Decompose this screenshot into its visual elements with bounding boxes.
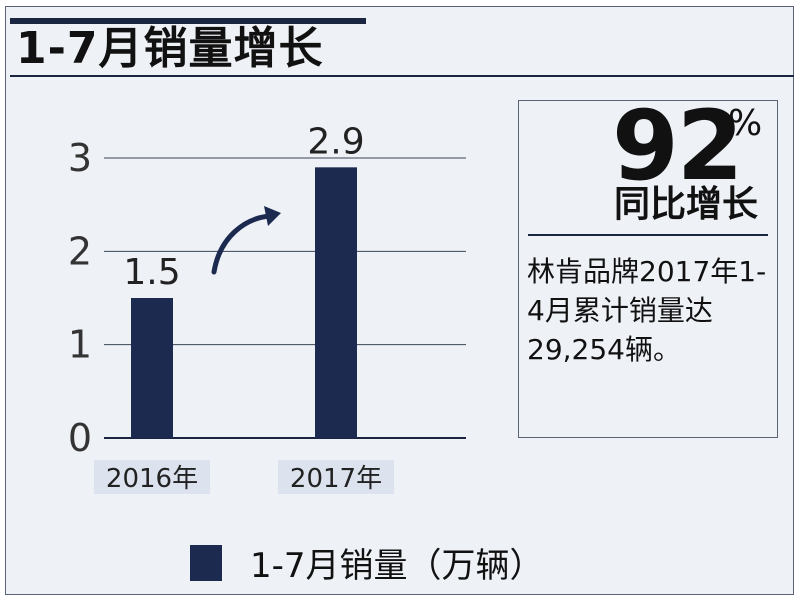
- bar: [131, 298, 173, 438]
- stat-caption: 同比增长: [614, 184, 759, 225]
- category-label: 2016年: [106, 464, 198, 494]
- title-top-bar: [10, 18, 366, 24]
- stat-unit: %: [728, 103, 763, 144]
- category-label-bg: [278, 460, 394, 494]
- y-tick-label: 2: [68, 229, 92, 273]
- growth-arrow-icon: [211, 213, 273, 275]
- data-label: 1.5: [123, 252, 180, 293]
- growth-arrowhead-icon: [264, 206, 281, 226]
- stat-description: 林肯品牌2017年1-4月累计销量达29,254辆。: [527, 255, 767, 366]
- legend-label: 1-7月销量（万辆）: [250, 546, 544, 586]
- y-tick-label: 0: [68, 416, 92, 460]
- chart-title: 1-7月销量增长: [16, 23, 324, 74]
- y-tick-label: 1: [68, 323, 92, 367]
- bars: [131, 167, 357, 439]
- category-label: 2017年: [290, 464, 382, 494]
- stat-panel: [518, 100, 778, 438]
- category-label-bg: [94, 460, 210, 494]
- bar: [315, 167, 357, 439]
- y-tick-label: 3: [68, 136, 92, 180]
- stat-number: 92: [612, 90, 744, 202]
- legend: 1-7月销量（万辆）: [190, 538, 544, 587]
- category-labels: 2016年 2017年: [94, 460, 394, 494]
- y-tick-labels: 0 1 2 3: [68, 136, 92, 460]
- data-label: 2.9: [307, 121, 364, 162]
- title-underline: [10, 75, 794, 77]
- stat-divider: [528, 234, 768, 236]
- data-labels: 1.5 2.9: [123, 121, 364, 293]
- legend-swatch: [190, 544, 222, 581]
